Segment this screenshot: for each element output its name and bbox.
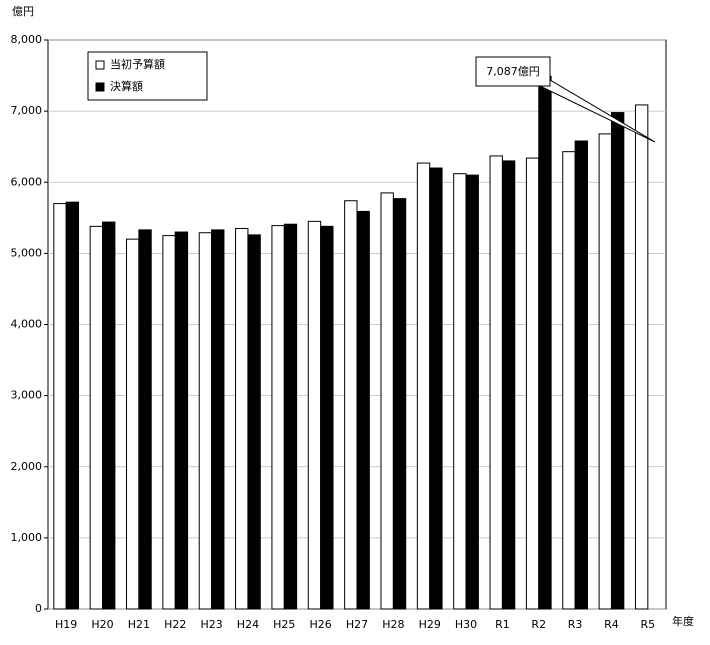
legend-label: 当初予算額 bbox=[110, 57, 165, 71]
x-tick-label: H25 bbox=[273, 618, 295, 631]
bar bbox=[307, 220, 322, 610]
x-tick-label: H22 bbox=[164, 618, 186, 631]
annotation: 7,087億円 bbox=[486, 65, 540, 78]
bar bbox=[416, 162, 431, 610]
bar bbox=[574, 140, 588, 610]
bar bbox=[53, 203, 67, 610]
bar bbox=[356, 210, 370, 610]
x-tick-label: H29 bbox=[419, 618, 441, 631]
bar bbox=[320, 225, 334, 610]
bar bbox=[271, 225, 285, 610]
y-tick-label: 0 bbox=[35, 602, 42, 615]
bar bbox=[453, 173, 467, 610]
bar bbox=[89, 225, 104, 610]
annotation-box bbox=[475, 56, 551, 87]
x-tick-label: H27 bbox=[346, 618, 368, 631]
x-tick-label: R1 bbox=[495, 618, 510, 631]
x-axis-label: 年度 bbox=[672, 614, 694, 628]
x-tick-label: H28 bbox=[382, 618, 404, 631]
x-tick-label: H24 bbox=[237, 618, 259, 631]
bar bbox=[102, 221, 116, 610]
bar bbox=[525, 157, 540, 610]
bar bbox=[392, 198, 407, 610]
x-tick-label: R3 bbox=[568, 618, 583, 631]
y-tick-label: 7,000 bbox=[11, 104, 43, 117]
bar bbox=[380, 192, 394, 610]
bar bbox=[65, 201, 80, 610]
y-tick-label: 4,000 bbox=[11, 318, 43, 331]
bar bbox=[211, 229, 225, 610]
bar bbox=[429, 167, 443, 610]
bar bbox=[501, 160, 516, 610]
y-axis-label: 億円 bbox=[12, 5, 34, 18]
x-tick-label: R4 bbox=[604, 618, 619, 631]
x-tick-label: H20 bbox=[91, 618, 113, 631]
x-tick-label: H23 bbox=[200, 618, 222, 631]
bar bbox=[489, 155, 503, 610]
y-tick-label: 5,000 bbox=[11, 246, 43, 259]
legend-label: 決算額 bbox=[110, 79, 143, 93]
bar bbox=[562, 151, 576, 610]
bar bbox=[126, 238, 140, 610]
bar bbox=[598, 133, 612, 610]
bar bbox=[344, 200, 358, 610]
bar bbox=[634, 104, 649, 610]
bar bbox=[235, 227, 249, 610]
legend-swatch bbox=[95, 82, 105, 92]
bar bbox=[610, 112, 625, 610]
bar bbox=[465, 174, 479, 610]
y-tick-label: 3,000 bbox=[11, 389, 43, 402]
y-tick-label: 8,000 bbox=[11, 33, 43, 46]
legend-swatch bbox=[95, 60, 105, 70]
bar bbox=[138, 229, 152, 610]
bar bbox=[538, 75, 552, 610]
bar bbox=[198, 232, 213, 610]
x-tick-label: R5 bbox=[640, 618, 655, 631]
bar bbox=[247, 234, 261, 610]
x-tick-label: R2 bbox=[531, 618, 546, 631]
bar bbox=[174, 231, 189, 610]
legend-box bbox=[87, 51, 208, 101]
y-tick-label: 6,000 bbox=[11, 175, 43, 188]
x-tick-label: H21 bbox=[128, 618, 150, 631]
x-tick-label: H26 bbox=[310, 618, 332, 631]
bar bbox=[162, 235, 176, 610]
bar bbox=[283, 223, 298, 610]
x-tick-label: H30 bbox=[455, 618, 477, 631]
y-tick-label: 1,000 bbox=[11, 531, 43, 544]
y-tick-label: 2,000 bbox=[11, 460, 43, 473]
x-tick-label: H19 bbox=[55, 618, 77, 631]
